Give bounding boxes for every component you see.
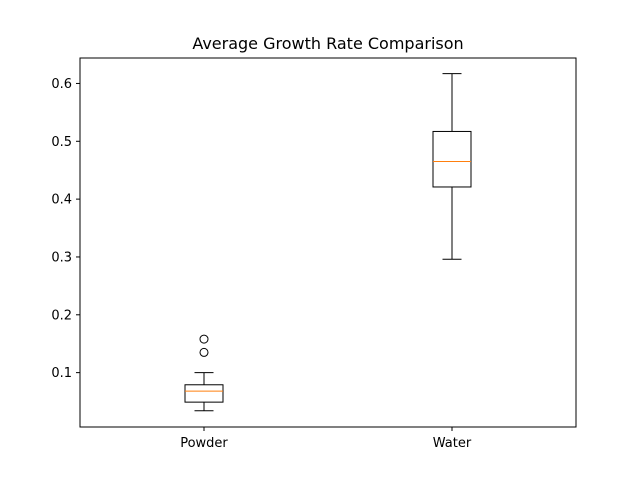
- outlier-point: [199, 334, 209, 344]
- y-tick-label: 0.6: [51, 77, 72, 92]
- x-tick-label: Water: [433, 436, 472, 451]
- x-tick-label: Powder: [180, 436, 228, 451]
- outlier-point: [199, 347, 209, 357]
- y-tick-label: 0.1: [51, 366, 72, 381]
- iqr-box: [184, 384, 224, 403]
- box-series: [184, 73, 472, 412]
- box-water: [432, 73, 472, 260]
- y-tick-label: 0.5: [51, 135, 72, 150]
- iqr-box: [432, 130, 472, 188]
- x-axis: Powder Water: [180, 427, 472, 451]
- chart-title: Average Growth Rate Comparison: [192, 34, 463, 53]
- y-tick-label: 0.3: [51, 250, 72, 265]
- y-tick-label: 0.4: [51, 193, 72, 208]
- y-tick-label: 0.2: [51, 308, 72, 323]
- plot-area-frame: [79, 57, 577, 428]
- y-axis: 0.1 0.2 0.3 0.4 0.5 0.6: [51, 77, 80, 381]
- box-powder: [184, 334, 224, 412]
